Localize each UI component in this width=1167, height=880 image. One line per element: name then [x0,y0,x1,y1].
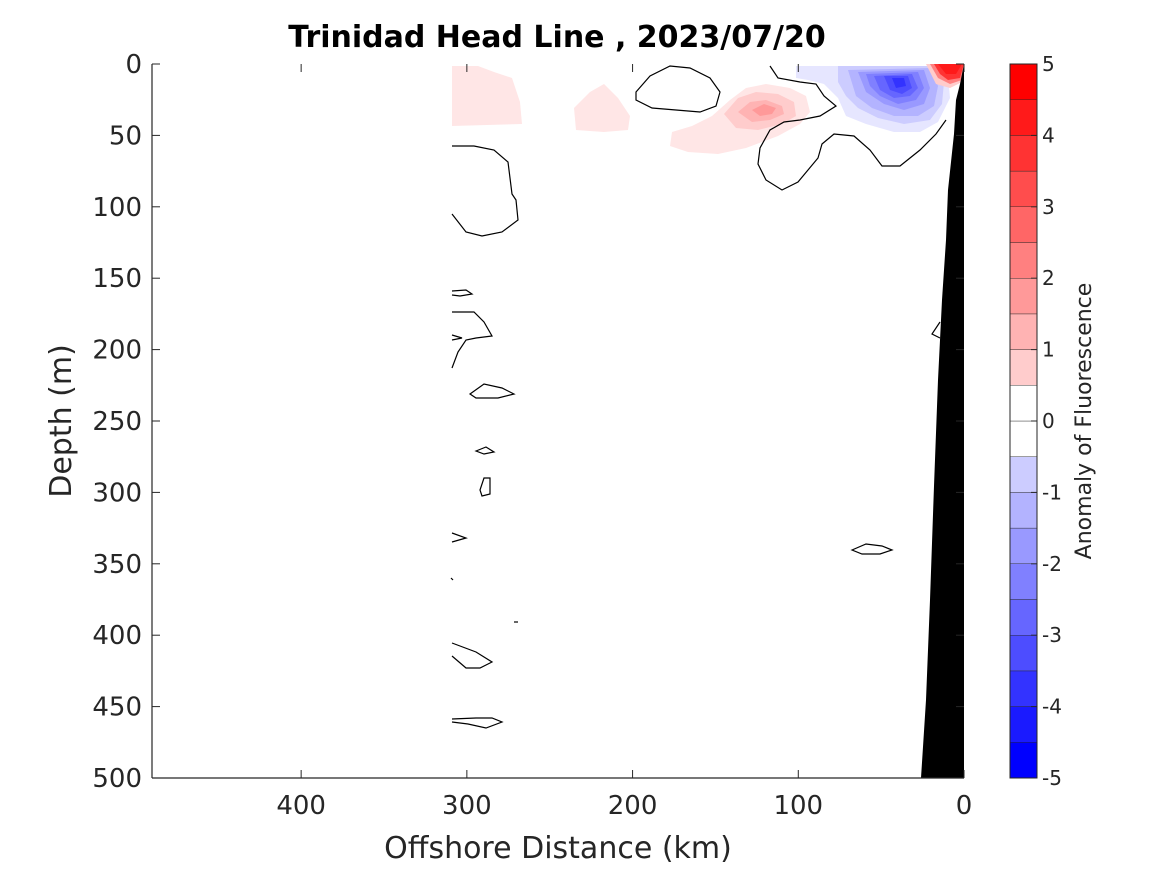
contour-line [451,642,494,669]
x-tick-label: 100 [773,791,823,821]
contour-line [474,446,496,455]
contour-line [451,289,474,297]
colorbar-fills [1009,63,1038,779]
chart-title: Trinidad Head Line , 2023/07/20 [288,20,825,55]
colorbar-tick-label: -4 [1042,695,1062,719]
y-axis-label: Depth (m) [44,344,79,498]
colorbar-band [1009,420,1038,457]
colorbar-tick-label: 4 [1042,123,1055,147]
x-tick-label: 200 [608,791,658,821]
contour-line [479,477,491,497]
contour-line [468,383,516,399]
y-tick-label: 150 [92,264,142,294]
colorbar-band [1009,599,1038,636]
colorbar-band [1009,63,1038,100]
zero-contour-lines [450,65,947,729]
colorbar-band [1009,313,1038,350]
colorbar: 5 4 3 2 1 0 -1 -2 -3 -4 -5 Anomaly of Fluorescence [1009,52,1097,790]
x-axis-label: Offshore Distance (km) [384,831,732,866]
colorbar-band [1009,349,1038,386]
colorbar-band [1009,170,1038,208]
y-tick-label: 250 [92,407,142,437]
colorbar-label: Anomaly of Fluorescence [1072,283,1097,560]
bathymetry-seafloor [921,64,964,778]
colorbar-tick-label: -3 [1042,623,1062,647]
contour-line [451,532,468,543]
positive-coastal-maximum [926,64,964,88]
contour-line [450,577,454,581]
colorbar-band [1009,206,1038,243]
contour-line [850,543,894,555]
contour-line [635,65,721,113]
colorbar-tick-label: 5 [1042,52,1055,76]
colorbar-band [1009,385,1038,422]
y-tick-label: 0 [125,50,142,80]
y-tick-label: 450 [92,693,142,723]
x-axis-ticks: 400 300 200 100 0 [276,64,972,821]
y-axis-ticks: 0 50 100 150 200 250 300 350 400 450 500 [92,50,964,794]
x-tick-label: 300 [442,791,492,821]
colorbar-band [1009,492,1038,529]
colorbar-band [1009,99,1038,136]
y-tick-label: 350 [92,550,142,580]
contour-line [757,65,947,191]
colorbar-tick-label: -5 [1042,766,1062,790]
coastal-anomaly-fill-level-4 [938,64,962,74]
contour-line [451,717,504,729]
colorbar-tick-label: 0 [1042,409,1055,433]
colorbar-band [1009,670,1038,707]
y-tick-label: 200 [92,336,142,366]
y-tick-label: 50 [109,121,142,151]
anomaly-fills [452,64,964,154]
y-tick-label: 300 [92,478,142,508]
colorbar-band [1009,563,1038,600]
y-tick-label: 400 [92,621,142,651]
y-tick-label: 500 [92,764,142,794]
positive-anomaly-fill-level-4 [752,104,776,116]
colorbar-band [1009,527,1038,564]
colorbar-tick-label: -2 [1042,552,1062,576]
colorbar-band [1009,278,1038,315]
negative-anomaly-fill-level-8 [892,78,906,88]
positive-anomaly-patch [574,84,630,132]
colorbar-band [1009,635,1038,672]
contour-line [451,145,519,237]
x-tick-label: 0 [956,791,973,821]
colorbar-band [1009,706,1038,743]
colorbar-tick-label: 2 [1042,266,1055,290]
positive-subsurface-maximum [670,84,810,154]
plot-background [152,64,964,778]
plot-area: 400 300 200 100 0 0 50 100 150 200 250 300 350 400 45… [92,50,972,821]
negative-surface-minimum [796,66,950,132]
colorbar-band [1009,135,1038,172]
colorbar-band [1009,742,1038,779]
contour-line [451,311,493,369]
colorbar-tick-label: 1 [1042,338,1055,362]
y-tick-label: 100 [92,193,142,223]
contour-line [451,334,463,341]
colorbar-tick-label: 3 [1042,195,1055,219]
contour-line [931,321,941,339]
colorbar-band [1009,456,1038,493]
positive-anomaly-patch [452,66,522,126]
colorbar-ticks: 5 4 3 2 1 0 -1 -2 -3 -4 -5 [1031,52,1062,790]
colorbar-tick-label: -1 [1042,480,1062,504]
colorbar-band [1009,242,1038,279]
x-tick-label: 400 [276,791,326,821]
